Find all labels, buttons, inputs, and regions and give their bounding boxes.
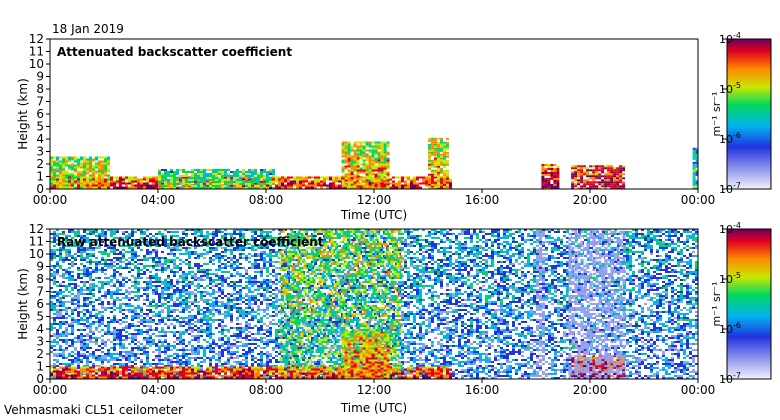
x-tick-label: 20:00 bbox=[573, 193, 608, 207]
x-tick-label: 08:00 bbox=[249, 193, 284, 207]
x-axis: 00:00 04:00 08:00 12:00 16:00 20:00 00:00 bbox=[33, 189, 716, 207]
backscatter-feature bbox=[50, 366, 452, 379]
backscatter-feature bbox=[571, 165, 626, 189]
y-tick-label: 7 bbox=[36, 95, 44, 109]
y-tick-label: 12 bbox=[29, 222, 44, 236]
x-tick-label: 12:00 bbox=[357, 383, 392, 397]
y-tick-label: 8 bbox=[36, 82, 44, 96]
x-tick-label: 04:00 bbox=[141, 193, 176, 207]
y-tick-label: 3 bbox=[36, 335, 44, 349]
x-tick-label: 00:00 bbox=[33, 383, 68, 397]
y-tick-label: 2 bbox=[36, 157, 44, 171]
x-tick-label: 04:00 bbox=[141, 383, 176, 397]
backscatter-feature bbox=[536, 229, 545, 379]
date-label: 18 Jan 2019 bbox=[52, 22, 124, 36]
x-tick-label: 00:00 bbox=[681, 383, 716, 397]
y-tick-label: 10 bbox=[29, 57, 44, 71]
colorbar bbox=[726, 38, 772, 190]
x-axis: 00:00 04:00 08:00 12:00 16:00 20:00 00:00 bbox=[33, 379, 716, 397]
y-tick-label: 12 bbox=[29, 32, 44, 46]
y-tick-label: 0 bbox=[36, 182, 44, 196]
colorbar-unit-label: m⁻¹ sr⁻¹ bbox=[710, 92, 723, 137]
attenuated-heatmap bbox=[50, 137, 698, 189]
y-tick-label: 5 bbox=[36, 120, 44, 134]
y-tick-label: 3 bbox=[36, 145, 44, 159]
y-tick-label: 1 bbox=[36, 360, 44, 374]
y-tick-label: 2 bbox=[36, 347, 44, 361]
y-tick-label: 1 bbox=[36, 170, 44, 184]
y-tick-label: 8 bbox=[36, 272, 44, 286]
y-tick-label: 11 bbox=[29, 235, 44, 249]
backscatter-feature bbox=[341, 331, 390, 379]
backscatter-feature bbox=[692, 147, 698, 189]
raw-backscatter-panel: Raw attenuated backscatter coefficient 0… bbox=[16, 221, 772, 415]
backscatter-feature bbox=[50, 156, 110, 189]
backscatter-feature bbox=[568, 229, 626, 379]
backscatter-feature bbox=[541, 164, 560, 189]
panel-title: Attenuated backscatter coefficient bbox=[57, 45, 292, 59]
x-tick-label: 12:00 bbox=[357, 193, 392, 207]
y-axis-label: Height (km) bbox=[16, 268, 30, 339]
site-label: Vehmasmaki CL51 ceilometer bbox=[4, 403, 183, 417]
y-tick-label: 5 bbox=[36, 310, 44, 324]
x-tick-label: 16:00 bbox=[465, 193, 500, 207]
y-tick-label: 6 bbox=[36, 297, 44, 311]
x-tick-label: 08:00 bbox=[249, 383, 284, 397]
panel-title: Raw attenuated backscatter coefficient bbox=[57, 235, 324, 249]
colorbar-tick-label: 10-7 bbox=[719, 181, 741, 196]
x-tick-label: 00:00 bbox=[681, 193, 716, 207]
x-tick-label: 00:00 bbox=[33, 193, 68, 207]
raw-heatmap bbox=[50, 229, 698, 379]
x-tick-label: 20:00 bbox=[573, 383, 608, 397]
colorbar-unit-label: m⁻¹ sr⁻¹ bbox=[710, 282, 723, 327]
backscatter-feature bbox=[341, 141, 390, 189]
x-axis-label: Time (UTC) bbox=[340, 401, 407, 415]
attenuated-backscatter-panel: Attenuated backscatter coefficient 01234… bbox=[16, 31, 772, 222]
y-tick-label: 9 bbox=[36, 70, 44, 84]
colorbar-tick-label: 10-7 bbox=[719, 371, 741, 386]
x-tick-label: 16:00 bbox=[465, 383, 500, 397]
y-tick-label: 9 bbox=[36, 260, 44, 274]
x-axis-label: Time (UTC) bbox=[340, 208, 407, 222]
y-axis-label: Height (km) bbox=[16, 78, 30, 149]
y-tick-label: 4 bbox=[36, 322, 44, 336]
backscatter-feature bbox=[428, 137, 449, 189]
y-tick-label: 4 bbox=[36, 132, 44, 146]
y-tick-label: 10 bbox=[29, 247, 44, 261]
colorbar bbox=[726, 228, 772, 380]
y-tick-label: 6 bbox=[36, 107, 44, 121]
backscatter-feature bbox=[158, 169, 275, 189]
y-tick-label: 11 bbox=[29, 45, 44, 59]
y-tick-label: 0 bbox=[36, 372, 44, 386]
y-tick-label: 7 bbox=[36, 285, 44, 299]
